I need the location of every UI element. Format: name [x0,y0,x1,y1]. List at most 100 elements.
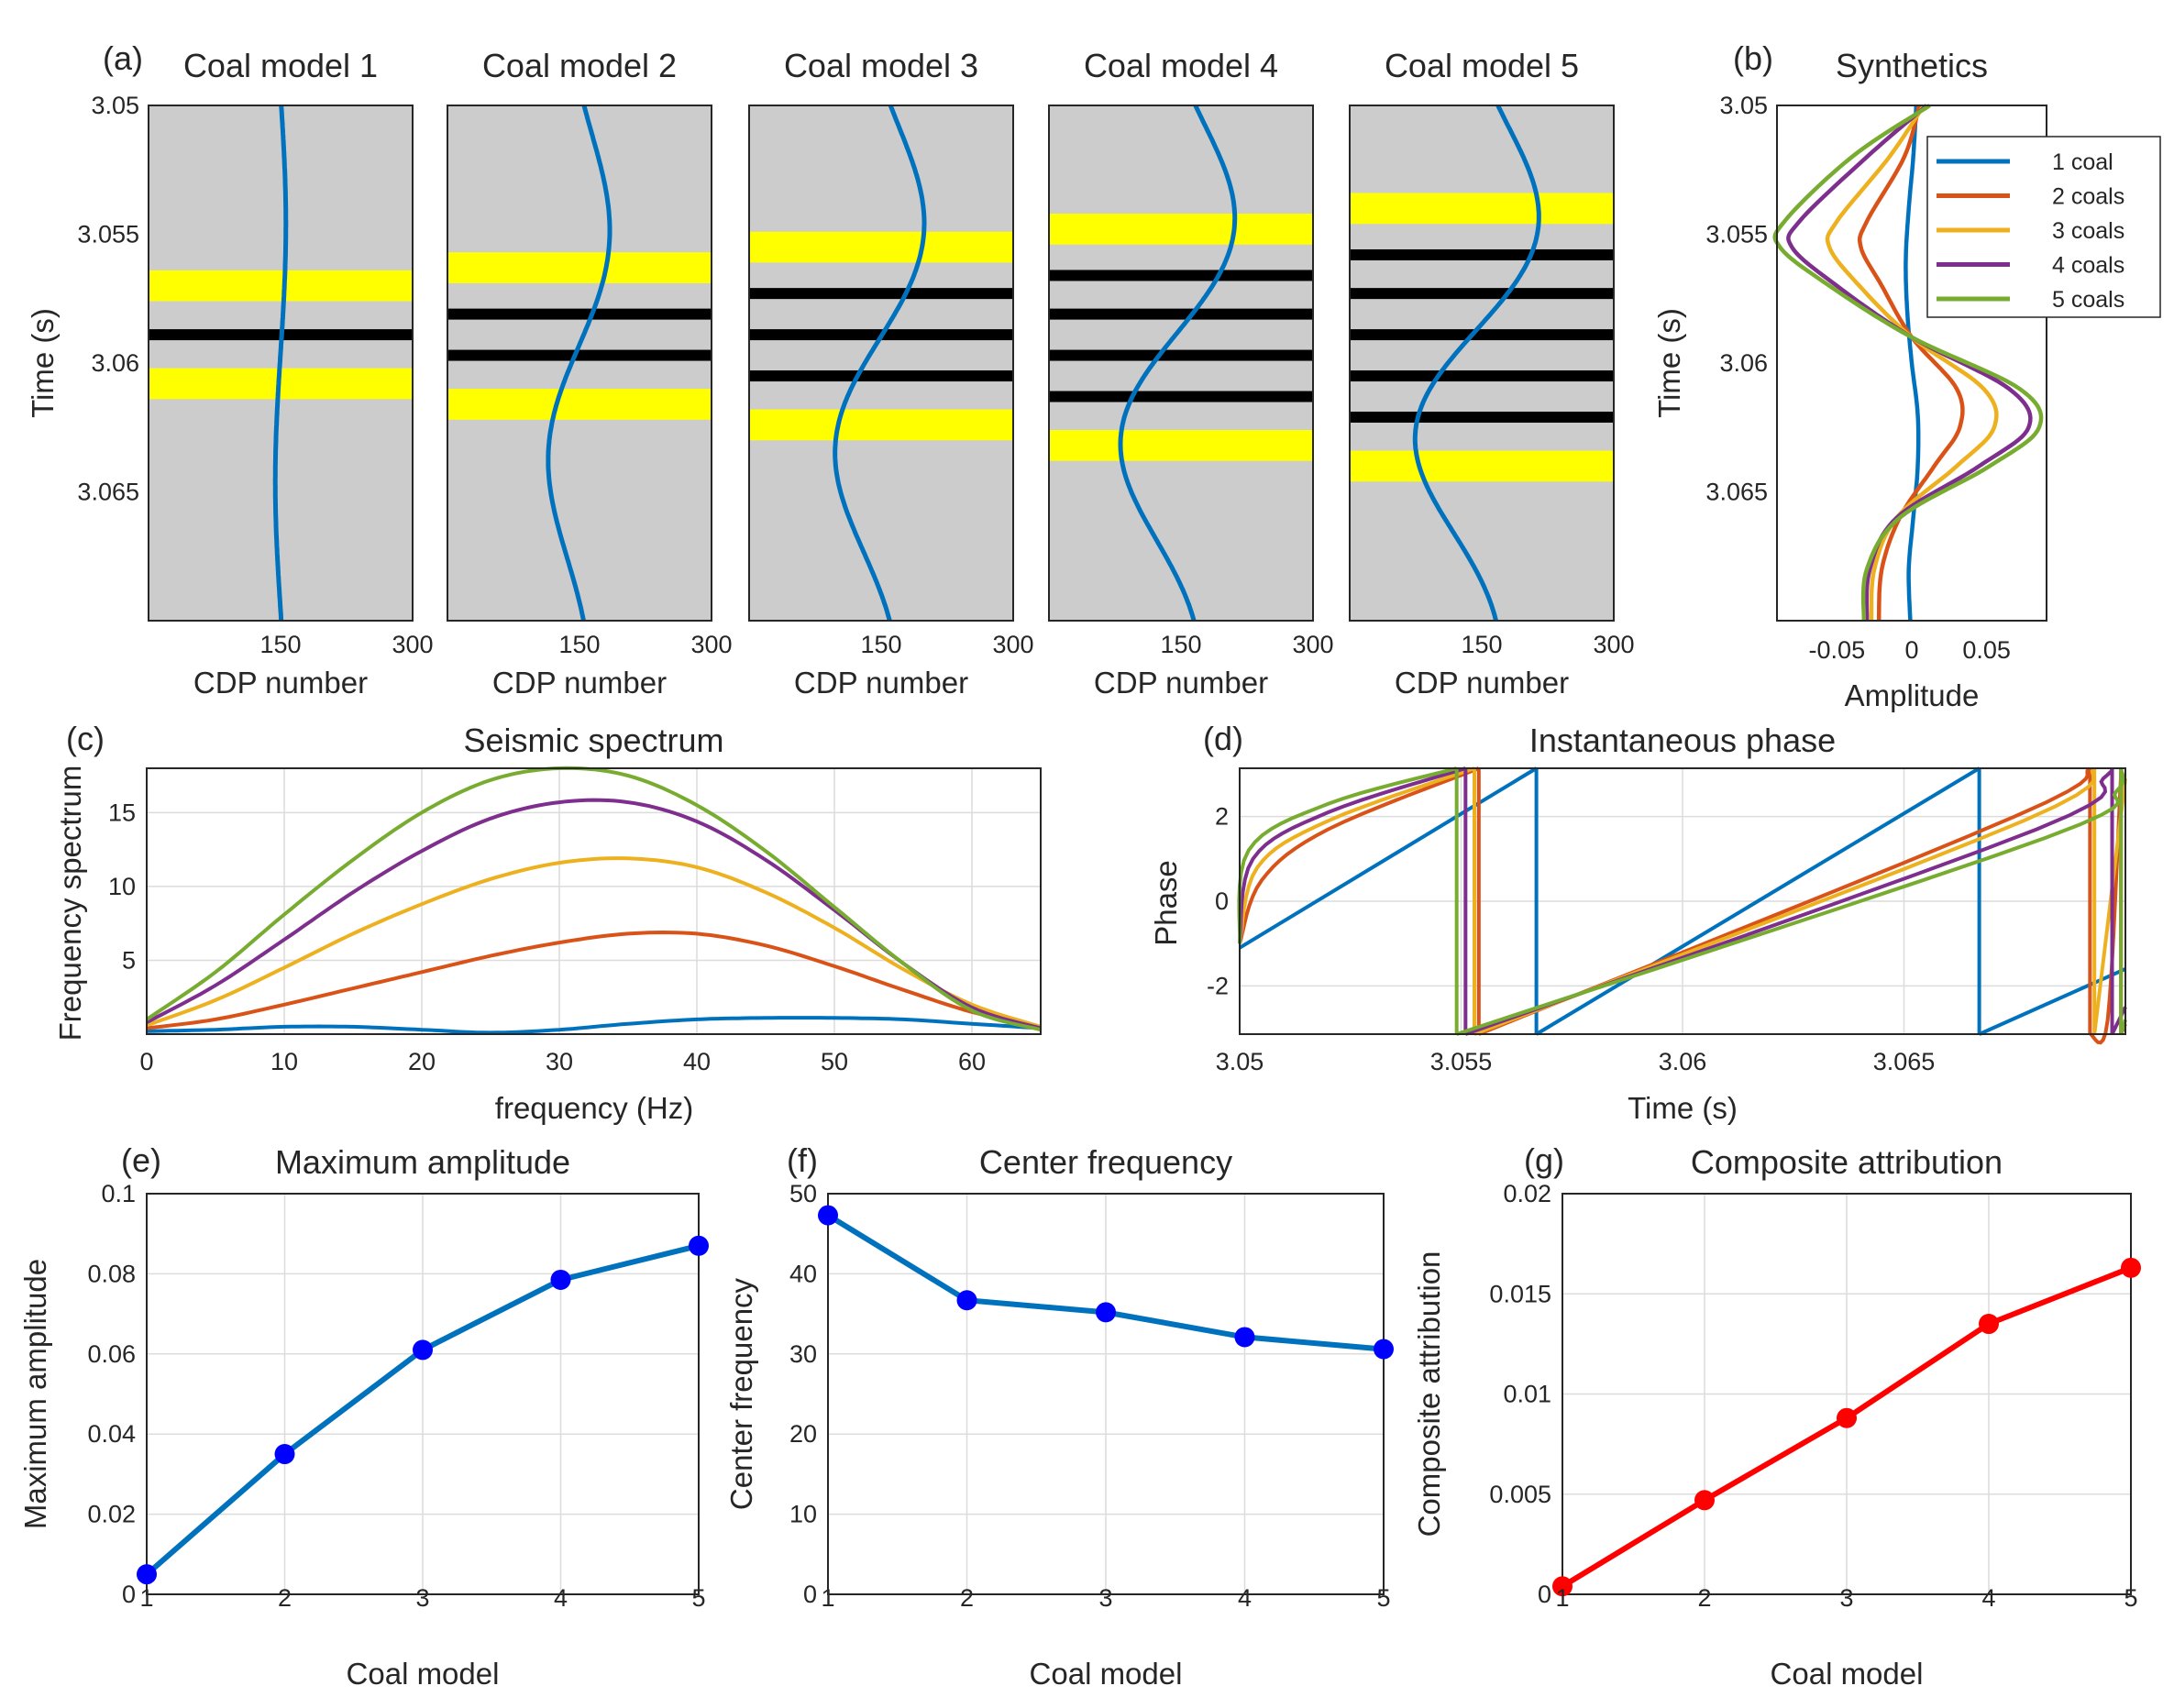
x-tick-label: 4 [1238,1584,1252,1612]
y-tick-label: 0.08 [87,1260,136,1287]
x-tick-label: 5 [691,1584,705,1612]
panel-tag-d: (d) [1203,720,1243,757]
x-tick-label: 3 [415,1584,429,1612]
seismic-trace [546,105,612,622]
x-tick-label: 20 [408,1048,436,1075]
y-tick-label: 0.04 [87,1420,136,1448]
coal-layer [1350,370,1614,382]
panel-b-synthetics: (b) Synthetics 3.05 3.055 3.06 3.065 -0.05 0 0.0… [1652,39,2161,712]
y-tick-label: 10 [108,873,136,900]
y-axis-label: Frequency spectrum [53,766,87,1041]
y-tick-label: 10 [789,1501,817,1528]
y-tick-label: 3.06 [91,349,139,377]
y-tick-label: 0.01 [1503,1381,1551,1408]
chart-title: Maximum amplitude [275,1143,570,1181]
x-tick-label: 150 [259,631,301,658]
data-point [274,1444,295,1465]
phase-segment [1456,767,2125,1036]
coal-layer [749,370,1013,382]
marker-band [447,252,712,283]
coal-layer [447,308,712,320]
panel-g-summary: (g) Composite attribution 1 2 3 4 5 0 0.005 0.01 0… [1412,1141,2141,1691]
coal-model-subplot: Coal model 1 150 300 CDP number [148,47,434,700]
x-tick-label: 3.055 [1430,1048,1493,1075]
x-tick-label: 1 [1555,1584,1569,1612]
series-line [146,930,1042,1030]
series-line [146,856,1042,1029]
coal-model-subplot: Coal model 4 150 300 CDP number [1048,47,1334,700]
y-tick-label: 0 [1215,887,1229,915]
x-tick-label: 3.05 [1216,1048,1264,1075]
y-tick-label: 3.05 [91,92,139,119]
x-axis-label: frequency (Hz) [495,1091,693,1125]
marker-band [149,270,413,302]
axes-frame [827,1193,1385,1595]
x-tick-label: 10 [270,1048,298,1075]
y-tick-label: 5 [122,946,136,974]
chart-title: Composite attribution [1691,1143,2003,1181]
y-tick-label: 0.06 [87,1340,136,1368]
x-tick-label: 4 [554,1584,568,1612]
x-axis-label: CDP number [193,666,368,700]
y-axis-label: Time (s) [1652,308,1686,418]
y-tick-label: 30 [789,1340,817,1368]
subplot-background [447,105,712,621]
y-tick-label: 3.06 [1719,349,1768,377]
series-line [146,798,1042,1030]
marker-band [749,409,1013,441]
panel-tag-f: (f) [787,1141,818,1179]
y-tick-label: 0.02 [1503,1180,1551,1207]
x-tick-label: 3 [1098,1584,1112,1612]
y-tick-label: -2 [1207,972,1229,999]
subplot-background [749,105,1013,621]
phase-series [1238,766,2127,1036]
legend-label: 5 coals [2052,287,2124,313]
chart-title: Seismic spectrum [463,722,723,759]
x-tick-label: 1 [139,1584,153,1612]
x-tick-label: 150 [558,631,600,658]
phase-segment [2110,1006,2127,1035]
x-tick-label: 0 [139,1048,153,1075]
legend-label: 2 coals [2052,184,2124,210]
data-point [956,1290,977,1311]
subplot-frame [447,105,712,622]
data-point [1234,1327,1255,1348]
coal-layer [447,349,712,361]
subplot-background [1049,105,1313,621]
series-line [146,1016,1042,1035]
phase-series [1238,766,2126,1036]
data-point [1374,1339,1394,1360]
x-tick-label: 2 [960,1584,974,1612]
subplot-title: Coal model 4 [1084,47,1278,84]
subplot-title: Coal model 1 [183,47,378,84]
y-tick-label: 3.055 [1705,221,1768,248]
phase-segment [1238,766,1475,944]
x-tick-label: 2 [1697,1584,1711,1612]
coal-layer [1350,288,1614,300]
coal-model-subplot: Coal model 3 150 300 CDP number [748,47,1034,700]
marker-band [1350,193,1614,225]
seismic-trace [272,105,289,622]
subplot-frame [148,105,414,622]
data-point [818,1205,838,1226]
phase-segment [1237,766,1458,944]
x-axis-label: CDP number [492,666,667,700]
seismic-trace [1412,104,1541,622]
y-tick-label: 0 [122,1581,136,1608]
phase-segment [1238,766,1466,944]
data-point [689,1235,709,1256]
subplot-background [1350,105,1614,621]
x-axis-label: CDP number [1094,666,1268,700]
coal-layer [749,288,1013,300]
subplot-frame [1048,105,1314,622]
x-tick-label: 3.06 [1659,1048,1707,1075]
x-tick-label: 40 [683,1048,711,1075]
subplot-title: Coal model 3 [784,47,978,84]
subplot-title: Coal model 5 [1385,47,1579,84]
x-tick-label: 4 [1981,1584,1995,1612]
x-tick-label: 60 [958,1048,986,1075]
x-tick-label: 3.065 [1873,1048,1936,1075]
chart-title: Synthetics [1836,47,1988,84]
chart-title: Center frequency [979,1143,1232,1181]
x-axis-label: Coal model [347,1657,500,1691]
